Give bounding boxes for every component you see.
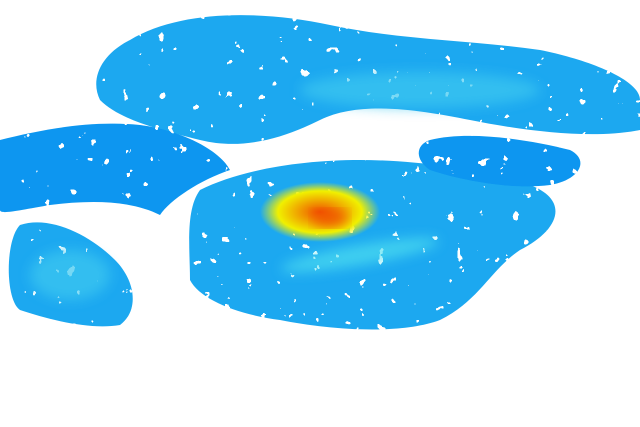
echo-pale-band: [300, 72, 540, 108]
echo-cyan-streak: [281, 237, 439, 273]
echo-red-center: [312, 209, 348, 227]
echo-west-arm: [0, 123, 230, 215]
echo-highlights: [30, 72, 540, 300]
echo-pale-swirl: [30, 250, 110, 300]
echo-east-fragment: [418, 135, 581, 187]
